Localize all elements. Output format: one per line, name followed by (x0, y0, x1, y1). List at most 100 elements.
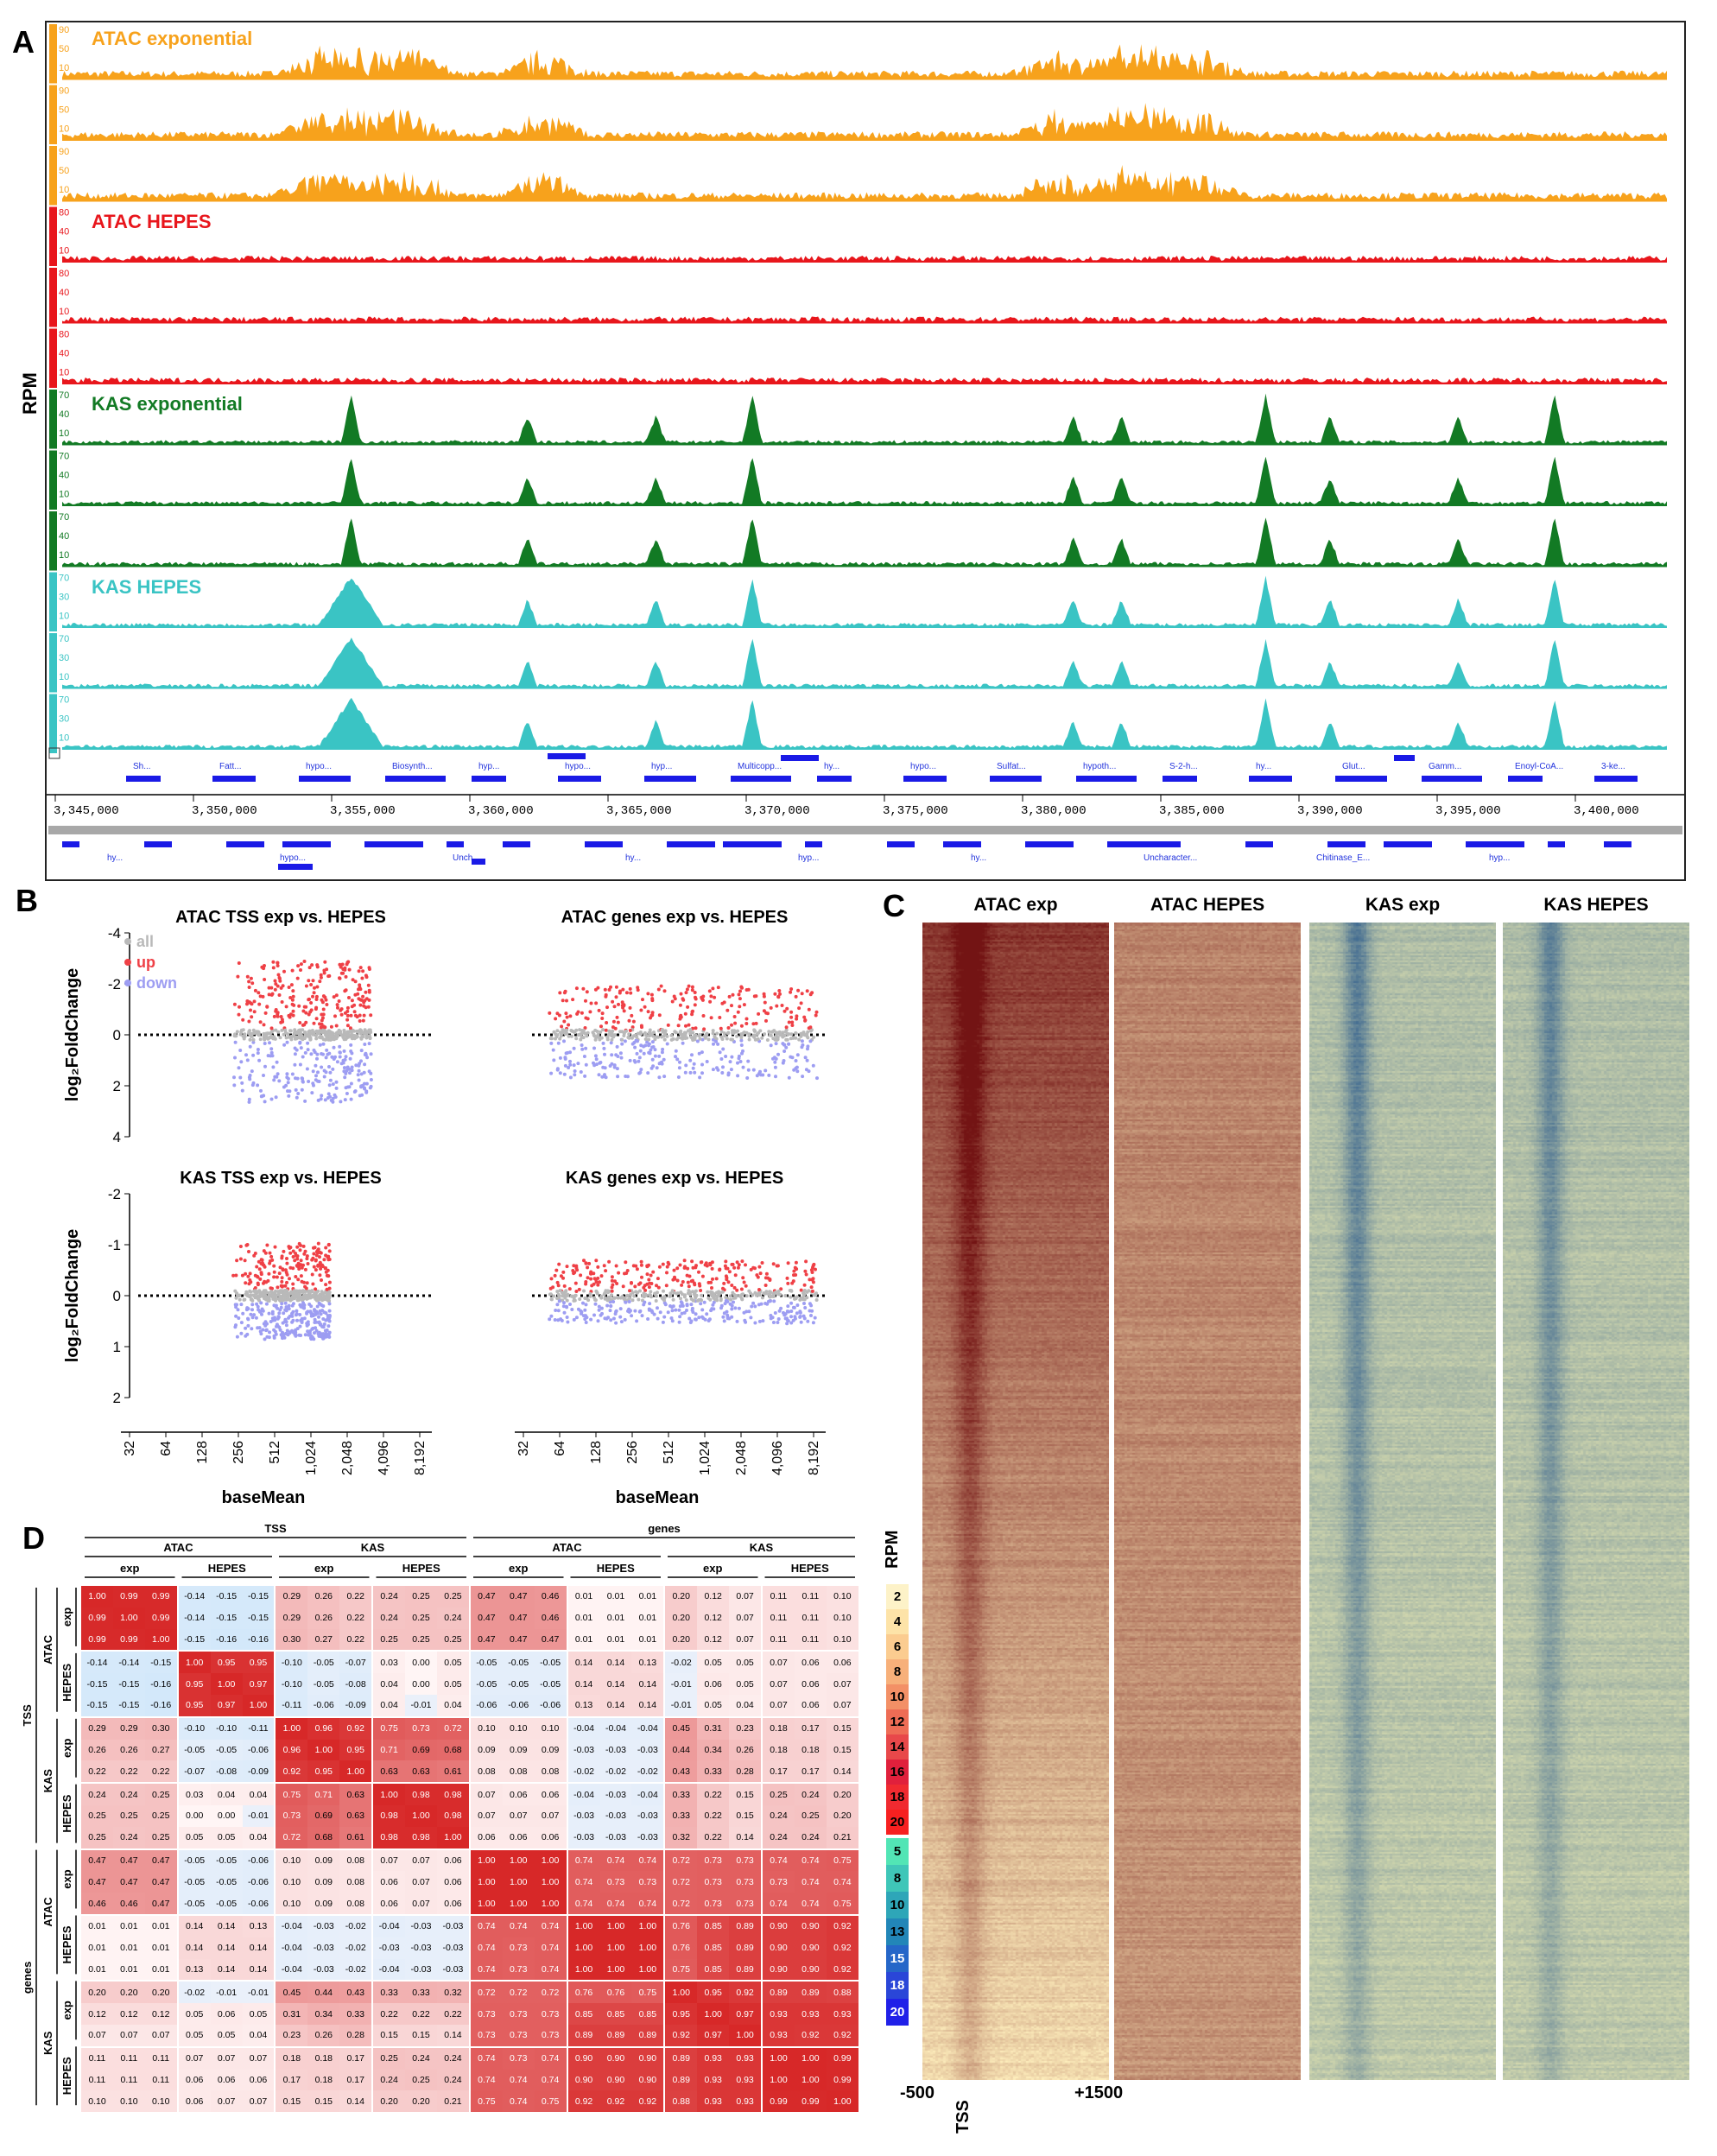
ma-point (272, 1264, 276, 1268)
corr-cell: 0.06 (176, 2069, 211, 2091)
corr-cell: 0.07 (468, 1804, 503, 1827)
ma-point (283, 1301, 288, 1305)
ma-point (303, 1293, 307, 1297)
ma-point (313, 1290, 317, 1295)
corr-cell: 0.85 (697, 1913, 730, 1937)
ma-point (283, 1289, 288, 1293)
ma-point (684, 1298, 688, 1303)
ma-point (677, 1320, 681, 1324)
ma-point (240, 1273, 244, 1278)
ma-point (342, 1066, 346, 1070)
ma-point (612, 1005, 617, 1009)
corr-cell: 0.95 (176, 1694, 211, 1717)
ma-point (811, 1280, 815, 1284)
ma-point (698, 1284, 702, 1288)
track-scale-tick: 50 (59, 166, 69, 176)
ma-point (353, 1013, 358, 1018)
ma-point (801, 1290, 806, 1295)
corr-cell: 0.10 (144, 2090, 178, 2113)
ma-point (690, 1259, 694, 1264)
ma-point (712, 1307, 716, 1311)
ma-point (739, 1287, 744, 1291)
ma-point (367, 990, 371, 994)
ma-point (571, 998, 575, 1002)
ma-point (664, 1284, 668, 1288)
ma-point (334, 1024, 339, 1028)
ma-point (669, 1316, 674, 1320)
corr-cell: -0.15 (81, 1694, 113, 1717)
ma-point (599, 1030, 603, 1034)
ma-point (723, 1034, 727, 1038)
ma-point (296, 1092, 301, 1095)
ma-point (751, 1068, 756, 1072)
ma-point (250, 1308, 254, 1312)
ma-point (616, 1075, 620, 1079)
ma-point (678, 1304, 682, 1309)
corr-cell: 1.00 (502, 1893, 535, 1915)
ma-point (741, 1065, 745, 1069)
ma-point (596, 1319, 600, 1323)
ma-point (764, 1271, 769, 1276)
ma-point (777, 1309, 782, 1313)
ma-x-tick-label: 64 (159, 1441, 174, 1456)
gene-label-bottom: Chitinase_E... (1316, 853, 1370, 863)
corr-row-header-mid: KAS (41, 1769, 54, 1793)
ma-x-tick-label: 1,024 (304, 1441, 319, 1475)
ma-point (272, 1270, 276, 1274)
ma-point (784, 1045, 789, 1049)
corr-row: 0.11 0.11 0.11 0.07 0.07 0.07 0.18 0.18 0.17 0.25… (81, 2045, 858, 2070)
corr-cell: 0.08 (339, 1848, 373, 1872)
ma-point (265, 1243, 269, 1247)
ma-point (632, 1294, 637, 1298)
colorbar-kas-step: 18 (886, 1972, 909, 1999)
ma-point (301, 1076, 305, 1081)
corr-cell: 0.74 (566, 1871, 600, 1893)
ma-point (720, 1071, 725, 1075)
ma-y-tick-label: 0 (113, 1027, 121, 1043)
ma-point (708, 1263, 713, 1267)
ma-point (763, 1284, 768, 1287)
ma-point (321, 1317, 326, 1321)
ma-point (271, 1065, 276, 1069)
ma-point (358, 1003, 363, 1007)
ma-point (569, 1029, 573, 1032)
ma-point (568, 1014, 573, 1018)
ma-point (700, 1260, 704, 1265)
heatmap-atac-exp (922, 923, 1109, 2080)
corr-cell: 0.74 (502, 2069, 535, 2091)
ma-point (761, 1319, 765, 1323)
ma-point (597, 1073, 601, 1077)
ma-point (686, 1029, 690, 1033)
ma-point (557, 1293, 561, 1297)
ma-point (285, 1257, 288, 1260)
corr-cell: 0.18 (274, 2045, 308, 2070)
ma-point (274, 1008, 278, 1011)
gene-arrow-bottom (364, 841, 423, 847)
corr-cell: 1.00 (761, 2045, 795, 2070)
corr-cell: 0.73 (599, 1871, 632, 1893)
ma-point (238, 1257, 243, 1261)
ma-point (246, 1317, 250, 1322)
ma-point (697, 1051, 701, 1056)
coordinate-label: 3,375,000 (883, 804, 948, 818)
ma-point (309, 983, 314, 986)
ma-point (240, 1081, 244, 1085)
ma-point (715, 1031, 719, 1036)
corr-cell: -0.03 (436, 1958, 470, 1982)
ma-point (276, 1012, 280, 1017)
ma-point (269, 1290, 273, 1294)
ma-point (768, 1291, 772, 1296)
ma-point (684, 1024, 687, 1028)
ma-point (263, 1251, 268, 1255)
ma-point (578, 1297, 582, 1301)
corr-cell: 0.14 (599, 1650, 632, 1674)
ma-point (799, 1296, 803, 1300)
ma-point (682, 1259, 687, 1263)
corr-cell: 0.14 (566, 1650, 600, 1674)
ma-point (789, 1309, 794, 1313)
colorbar-rpm-label: RPM (883, 1530, 902, 1569)
ma-point (618, 1315, 623, 1319)
ma-point (749, 1316, 753, 1320)
gene-arrow-top (1076, 776, 1137, 782)
ma-point (676, 1024, 681, 1028)
